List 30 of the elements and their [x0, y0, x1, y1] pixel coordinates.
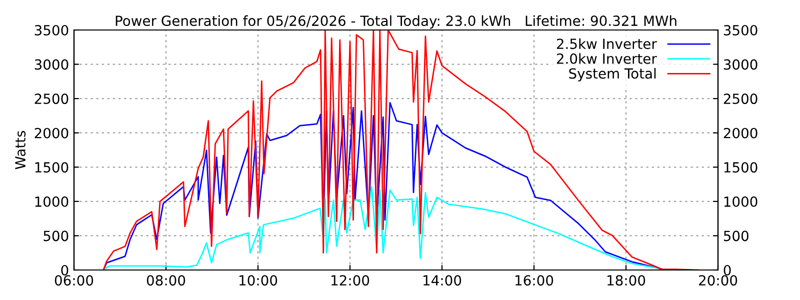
x-tick-label: 20:00 — [699, 275, 738, 286]
legend-label: 2.5kw Inverter — [556, 38, 657, 50]
y2-tick-label: 1500 — [724, 162, 758, 173]
x-tick-label: 12:00 — [332, 275, 370, 286]
x-tick-label: 06:00 — [54, 275, 94, 286]
y2-tick-label: 1000 — [724, 196, 758, 207]
y-tick-label: 500 — [44, 230, 68, 242]
y2-tick-label: 2500 — [724, 94, 758, 104]
line-series — [102, 30, 700, 270]
y-axis-title: Watts — [15, 130, 26, 170]
x-tick-label: 10:00 — [240, 275, 278, 286]
y-tick-label: 2000 — [34, 128, 68, 138]
legend-label: 2.0kw Inverter — [556, 53, 657, 64]
y2-tick-label: 0 — [724, 264, 731, 276]
x-tick-label: 14:00 — [424, 275, 462, 286]
y2-tick-label: 500 — [724, 230, 748, 242]
chart-title: Power Generation for 05/26/2026 - Total Today: 23.0 kWh Lifetime: 90.321 MWh — [116, 15, 676, 29]
y-tick-label: 3000 — [34, 59, 68, 70]
x-tick-label: 08:00 — [146, 275, 186, 286]
y-tick-label: 1500 — [35, 162, 68, 173]
y-tick-label: 3500 — [34, 24, 68, 36]
y2-tick-label: 2000 — [724, 128, 758, 138]
y2-tick-label: 3500 — [724, 24, 758, 36]
x-tick-label: 16:00 — [516, 275, 554, 286]
y2-tick-label: 3000 — [724, 59, 758, 70]
y-tick-label: 2500 — [34, 94, 68, 104]
y-tick-label: 0 — [61, 264, 68, 276]
legend-label: System Total — [569, 68, 656, 82]
x-tick-label: 18:00 — [608, 275, 646, 286]
y-tick-label: 1000 — [35, 196, 68, 207]
